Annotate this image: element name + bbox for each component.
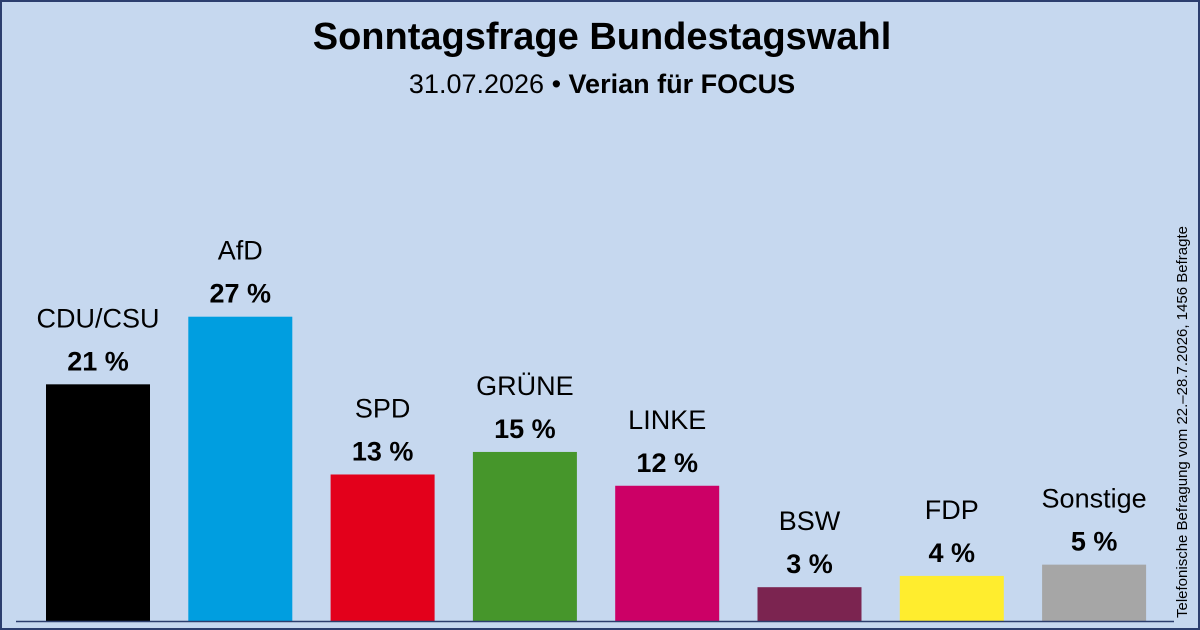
bar-group-bsw: 3 % BSW bbox=[757, 506, 862, 621]
chart-title: Sonntagsfrage Bundestagswahl bbox=[312, 16, 892, 58]
bar-spd bbox=[330, 474, 435, 621]
poll-date: 31.07.2026 bbox=[408, 69, 545, 99]
category-label-linke: LINKE bbox=[628, 405, 706, 435]
value-label-fdp: 4 % bbox=[929, 538, 976, 568]
poll-source: Verian für FOCUS bbox=[568, 69, 796, 99]
bar-sonstige bbox=[1042, 564, 1147, 621]
subtitle-separator: • bbox=[551, 69, 562, 99]
bar-linke bbox=[615, 485, 720, 621]
category-label-cdu-csu: CDU/CSU bbox=[36, 303, 159, 333]
category-label-spd: SPD bbox=[355, 393, 411, 423]
chart-subtitle: 31.07.2026 • Verian für FOCUS bbox=[2, 69, 1198, 100]
value-label-sonstige: 5 % bbox=[1071, 527, 1118, 557]
bar-group-spd: 13 % SPD bbox=[330, 393, 435, 621]
bar-group-cdu-csu: 21 % CDU/CSU bbox=[36, 303, 160, 621]
bar-fdp bbox=[899, 575, 1004, 621]
category-label-afd: AfD bbox=[218, 236, 263, 266]
bar-cdu-csu bbox=[46, 384, 150, 621]
value-label-spd: 13 % bbox=[352, 436, 414, 466]
bar-group-afd: 27 % AfD bbox=[188, 236, 293, 621]
value-label-linke: 12 % bbox=[636, 448, 698, 478]
value-label-afd: 27 % bbox=[210, 279, 272, 309]
value-label-bsw: 3 % bbox=[786, 549, 833, 579]
bar-gruene bbox=[472, 451, 577, 621]
bar-afd bbox=[188, 316, 293, 621]
category-label-bsw: BSW bbox=[779, 506, 841, 536]
value-label-cdu-csu: 21 % bbox=[67, 346, 129, 376]
value-label-gruene: 15 % bbox=[494, 414, 556, 444]
category-label-fdp: FDP bbox=[925, 495, 979, 525]
category-label-gruene: GRÜNE bbox=[476, 371, 574, 401]
category-label-sonstige: Sonstige bbox=[1042, 484, 1147, 514]
bar-group-gruene: 15 % GRÜNE bbox=[472, 371, 577, 621]
bar-group-fdp: 4 % FDP bbox=[899, 495, 1004, 621]
bar-bsw bbox=[757, 587, 862, 621]
bar-group-linke: 12 % LINKE bbox=[615, 405, 720, 621]
bar-group-sonstige: 5 % Sonstige bbox=[1042, 484, 1147, 621]
